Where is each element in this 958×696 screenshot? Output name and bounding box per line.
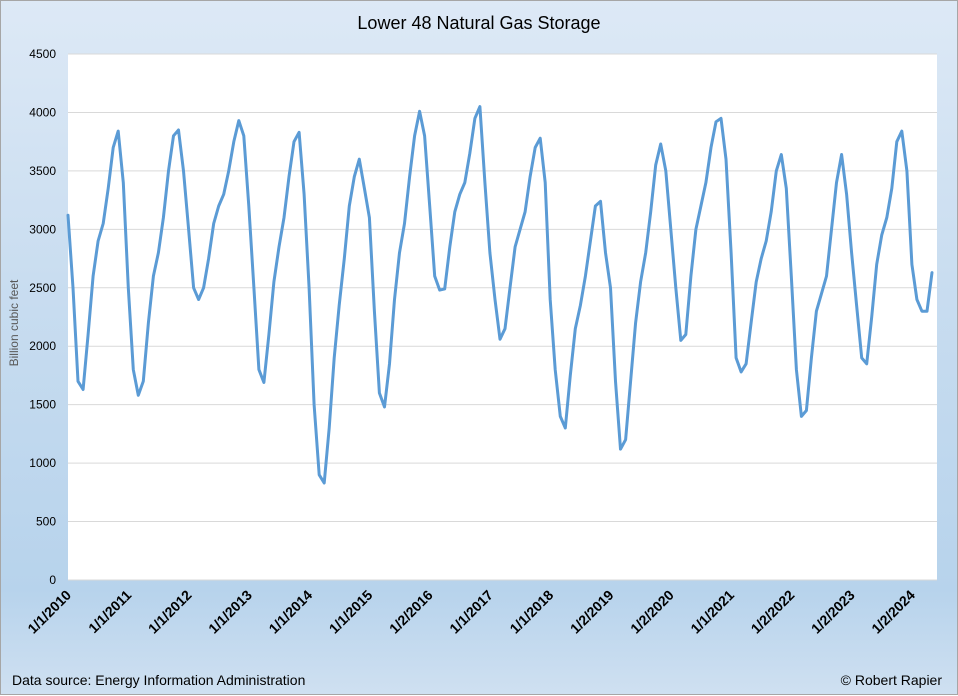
y-tick-label: 3000 <box>29 222 56 236</box>
chart-title: Lower 48 Natural Gas Storage <box>357 13 601 33</box>
storage-series-line <box>66 105 934 485</box>
y-tick-label: 0 <box>49 573 56 587</box>
x-tick-label: 1/1/2018 <box>506 587 556 637</box>
y-tick-label: 4500 <box>29 47 56 61</box>
x-tick-label: 1/1/2021 <box>687 587 737 637</box>
x-tick-label: 1/2/2016 <box>386 587 436 637</box>
x-tick-label: 1/1/2014 <box>265 587 315 637</box>
x-tick-label: 1/1/2015 <box>326 587 376 637</box>
x-tick-label: 1/1/2010 <box>24 587 74 637</box>
x-tick-label: 1/1/2013 <box>205 587 255 637</box>
y-tick-label: 1000 <box>29 456 56 470</box>
y-tick-label: 2000 <box>29 339 56 353</box>
y-tick-label: 1500 <box>29 398 56 412</box>
x-tick-label: 1/2/2019 <box>567 587 617 637</box>
x-tick-label: 1/1/2011 <box>85 587 134 636</box>
data-source-note: Data source: Energy Information Administ… <box>12 672 306 688</box>
x-tick-label: 1/2/2022 <box>748 587 798 637</box>
y-tick-label: 3500 <box>29 164 56 178</box>
x-tick-label: 1/2/2024 <box>868 587 918 637</box>
copyright-credit: © Robert Rapier <box>840 672 942 688</box>
x-tick-label: 1/2/2023 <box>808 587 858 637</box>
x-tick-label: 1/1/2012 <box>145 587 195 637</box>
y-tick-label: 4000 <box>29 105 56 119</box>
plot-area <box>68 54 937 580</box>
x-tick-label: 1/1/2017 <box>446 587 496 637</box>
x-tick-label: 1/2/2020 <box>627 587 677 637</box>
y-tick-label: 500 <box>36 515 56 529</box>
y-tick-label: 2500 <box>29 281 56 295</box>
